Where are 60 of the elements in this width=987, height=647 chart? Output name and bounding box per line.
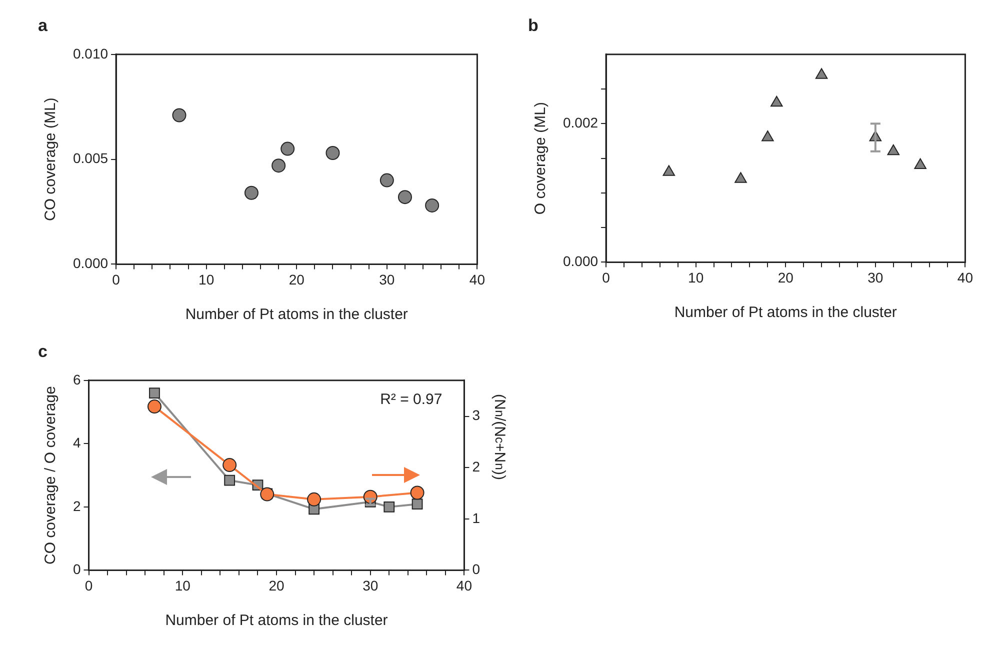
point	[172, 108, 186, 122]
point	[326, 146, 340, 160]
point	[410, 486, 424, 500]
point	[734, 172, 747, 183]
y-tick-label: 2	[72, 498, 81, 514]
x-tick-label: 40	[957, 269, 974, 286]
y-tick-label: 0.002	[562, 114, 598, 131]
y-axis-title: O coverage (ML)	[532, 102, 550, 215]
point	[380, 173, 394, 188]
y-tick-label: 0	[72, 561, 81, 578]
x-tick-label: 20	[778, 269, 794, 286]
y-tick-label: 0.000	[72, 255, 108, 272]
point	[222, 458, 237, 472]
point	[425, 198, 440, 212]
y2-tick-label: 3	[472, 407, 480, 424]
x-tick-label: 40	[469, 271, 486, 288]
point	[244, 186, 258, 200]
x-tick-label: 10	[688, 269, 704, 286]
point	[914, 158, 926, 169]
x-axis-title: Number of Pt atoms in the cluster	[165, 612, 388, 630]
x-tick-label: 0	[112, 271, 120, 288]
x-axis-title: Number of Pt atoms in the cluster	[674, 304, 897, 322]
point	[815, 68, 828, 79]
x-tick-label: 0	[602, 269, 610, 286]
point	[762, 130, 774, 142]
chart-title: c	[38, 342, 48, 361]
point	[149, 388, 160, 399]
y-tick-label: 0.000	[562, 253, 598, 270]
x-tick-label: 20	[288, 271, 305, 288]
y-axis-title: CO coverage (ML)	[42, 98, 60, 221]
x-tick-label: 30	[868, 269, 884, 286]
y-tick-label: 6	[72, 371, 81, 388]
point	[662, 165, 676, 176]
point	[398, 190, 412, 204]
y-axis-title: CO coverage / O coverage	[42, 386, 60, 565]
point	[307, 492, 322, 506]
point	[384, 501, 395, 512]
x-tick-label: 30	[362, 577, 378, 594]
chart-title: b	[528, 16, 538, 35]
x-tick-label: 40	[456, 577, 472, 594]
x-axis-title: Number of Pt atoms in the cluster	[185, 306, 408, 324]
point	[887, 144, 900, 156]
x-tick-label: 10	[198, 271, 214, 288]
x-tick-label: 30	[379, 271, 395, 288]
x-tick-label: 10	[174, 577, 191, 594]
y2-tick-label: 0	[472, 561, 480, 578]
point	[412, 498, 423, 510]
y2-tick-label: 1	[472, 510, 480, 526]
y-tick-label: 0.005	[72, 150, 108, 166]
point	[272, 158, 286, 173]
y-tick-label: 0.010	[72, 45, 108, 62]
point	[147, 400, 162, 414]
chart-title: a	[38, 16, 48, 35]
point	[770, 96, 783, 107]
point	[280, 142, 295, 156]
y-tick-label: 4	[72, 434, 81, 451]
x-tick-label: 20	[268, 577, 284, 594]
annotation: R² = 0.97	[380, 391, 442, 408]
point	[224, 474, 236, 486]
y2-tick-label: 2	[472, 458, 480, 474]
